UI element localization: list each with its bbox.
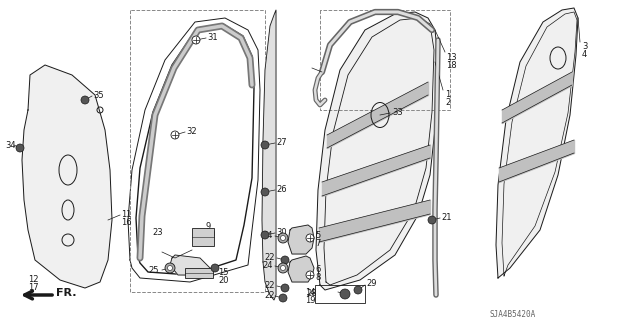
Polygon shape — [496, 8, 578, 278]
Circle shape — [354, 286, 362, 294]
Circle shape — [280, 235, 285, 241]
Circle shape — [280, 265, 285, 271]
Bar — [185, 268, 213, 278]
Text: 25: 25 — [148, 266, 159, 275]
Text: 20: 20 — [218, 276, 228, 285]
Bar — [192, 228, 214, 246]
Text: 27: 27 — [276, 138, 287, 147]
Circle shape — [278, 263, 288, 273]
Text: 5: 5 — [315, 231, 320, 240]
Polygon shape — [22, 65, 112, 288]
Text: 12: 12 — [28, 275, 38, 284]
Polygon shape — [316, 12, 438, 290]
Text: 34: 34 — [5, 141, 15, 150]
Polygon shape — [288, 256, 314, 282]
Circle shape — [306, 234, 314, 242]
Text: 30: 30 — [276, 228, 287, 237]
Circle shape — [81, 96, 89, 104]
Text: 6: 6 — [315, 265, 321, 274]
Text: 32: 32 — [186, 127, 196, 136]
Text: 3: 3 — [582, 42, 588, 51]
Text: 2: 2 — [445, 98, 451, 107]
Text: 24: 24 — [262, 231, 273, 240]
Circle shape — [281, 284, 289, 292]
Text: 9: 9 — [205, 222, 211, 231]
Circle shape — [261, 188, 269, 196]
Circle shape — [261, 231, 269, 239]
Text: 22: 22 — [264, 281, 275, 290]
Circle shape — [281, 256, 289, 264]
Circle shape — [192, 36, 200, 44]
Text: 21: 21 — [441, 213, 451, 222]
Text: 26: 26 — [276, 185, 287, 194]
Text: 8: 8 — [315, 273, 321, 282]
Polygon shape — [170, 255, 210, 275]
Text: 13: 13 — [446, 53, 456, 62]
Text: 7: 7 — [315, 239, 321, 248]
Text: 19: 19 — [305, 296, 316, 305]
Circle shape — [16, 144, 24, 152]
Circle shape — [261, 141, 269, 149]
Circle shape — [306, 271, 314, 279]
Text: 4: 4 — [582, 50, 588, 59]
Text: 35: 35 — [93, 91, 104, 100]
Text: SJA4B5420A: SJA4B5420A — [490, 310, 536, 319]
Circle shape — [171, 131, 179, 139]
Text: 11: 11 — [121, 210, 131, 219]
Circle shape — [278, 233, 288, 243]
Text: 15: 15 — [218, 268, 228, 277]
Text: 17: 17 — [28, 283, 38, 292]
Circle shape — [211, 264, 219, 272]
Text: 22: 22 — [264, 291, 275, 300]
Text: 24: 24 — [262, 261, 273, 270]
Polygon shape — [262, 10, 276, 300]
Polygon shape — [288, 225, 314, 254]
Text: 10: 10 — [205, 230, 216, 239]
Text: 23: 23 — [152, 228, 163, 237]
Text: 22: 22 — [264, 253, 275, 262]
Text: 28: 28 — [306, 289, 317, 298]
Text: 29: 29 — [366, 279, 376, 288]
Text: 31: 31 — [207, 33, 218, 42]
Circle shape — [165, 263, 175, 273]
Circle shape — [279, 294, 287, 302]
Circle shape — [340, 289, 350, 299]
Bar — [315, 285, 365, 303]
Text: FR.: FR. — [56, 288, 77, 298]
Text: 1: 1 — [445, 90, 451, 99]
Text: 14: 14 — [305, 288, 316, 297]
Circle shape — [168, 265, 173, 271]
Text: 18: 18 — [446, 61, 456, 70]
Text: 33: 33 — [392, 108, 403, 117]
Text: 16: 16 — [121, 218, 132, 227]
Circle shape — [428, 216, 436, 224]
